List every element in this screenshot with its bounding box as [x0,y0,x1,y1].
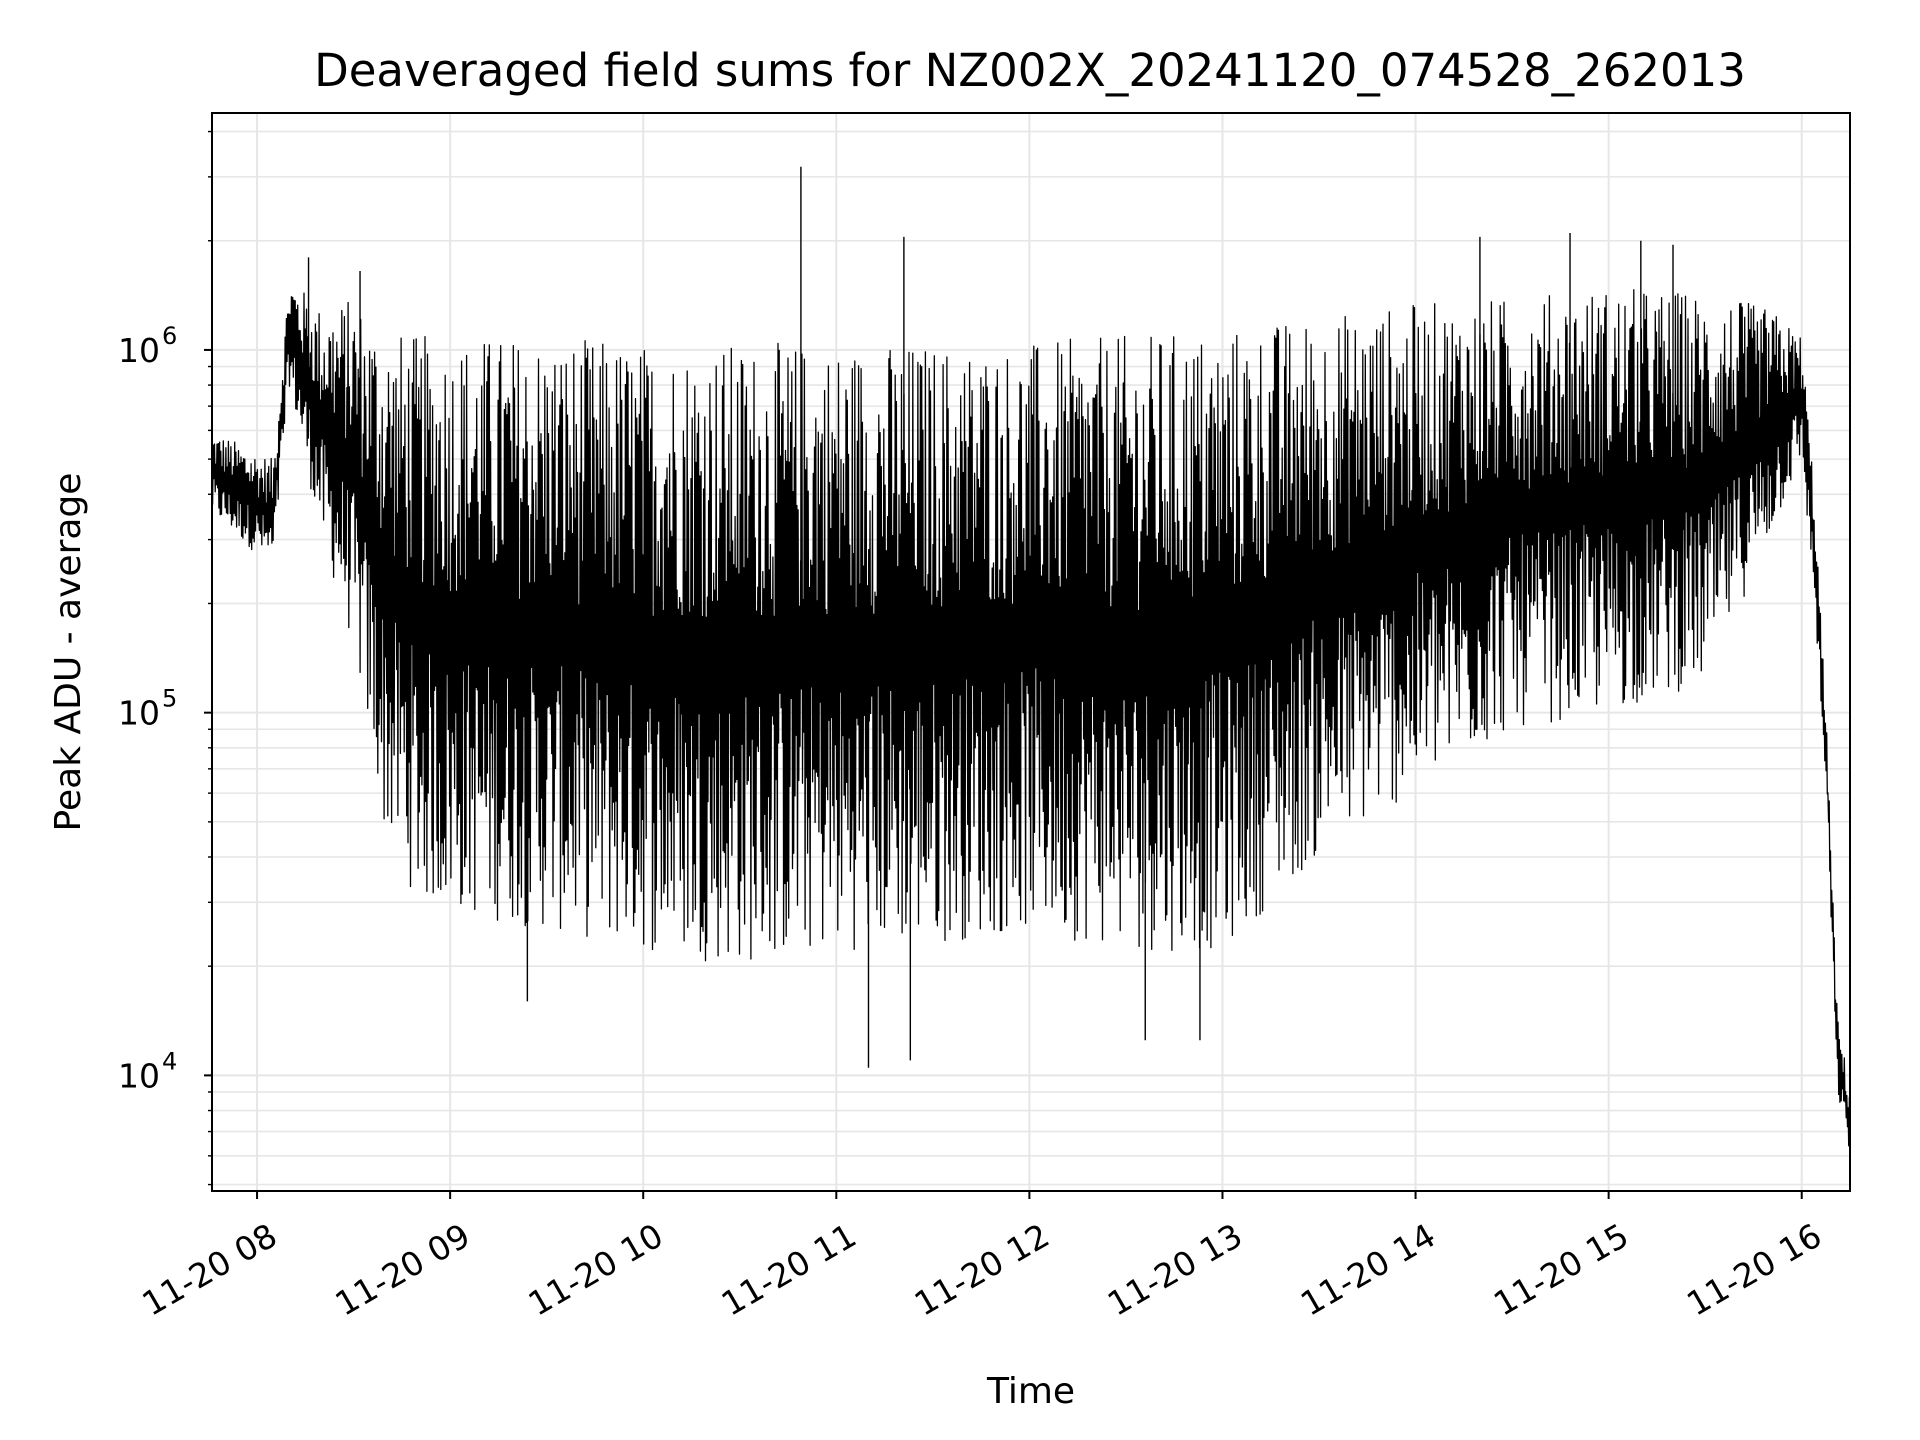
y-tick-label-exponent: 6 [162,322,177,350]
y-axis-label: Peak ADU - average [48,473,89,832]
chart-title: Deaveraged field sums for NZ002X_2024112… [314,44,1746,97]
data-series [211,166,1851,1147]
plot-frame [211,112,1851,1192]
y-tick-label: 10 [118,331,160,370]
y-tick-label-exponent: 4 [162,1047,177,1075]
y-tick-label: 10 [118,694,160,733]
signal-line [211,289,1851,1147]
y-tick-label: 10 [118,1056,160,1095]
y-tick-label-exponent: 5 [162,685,177,713]
x-axis-label: Time [986,1371,1075,1412]
